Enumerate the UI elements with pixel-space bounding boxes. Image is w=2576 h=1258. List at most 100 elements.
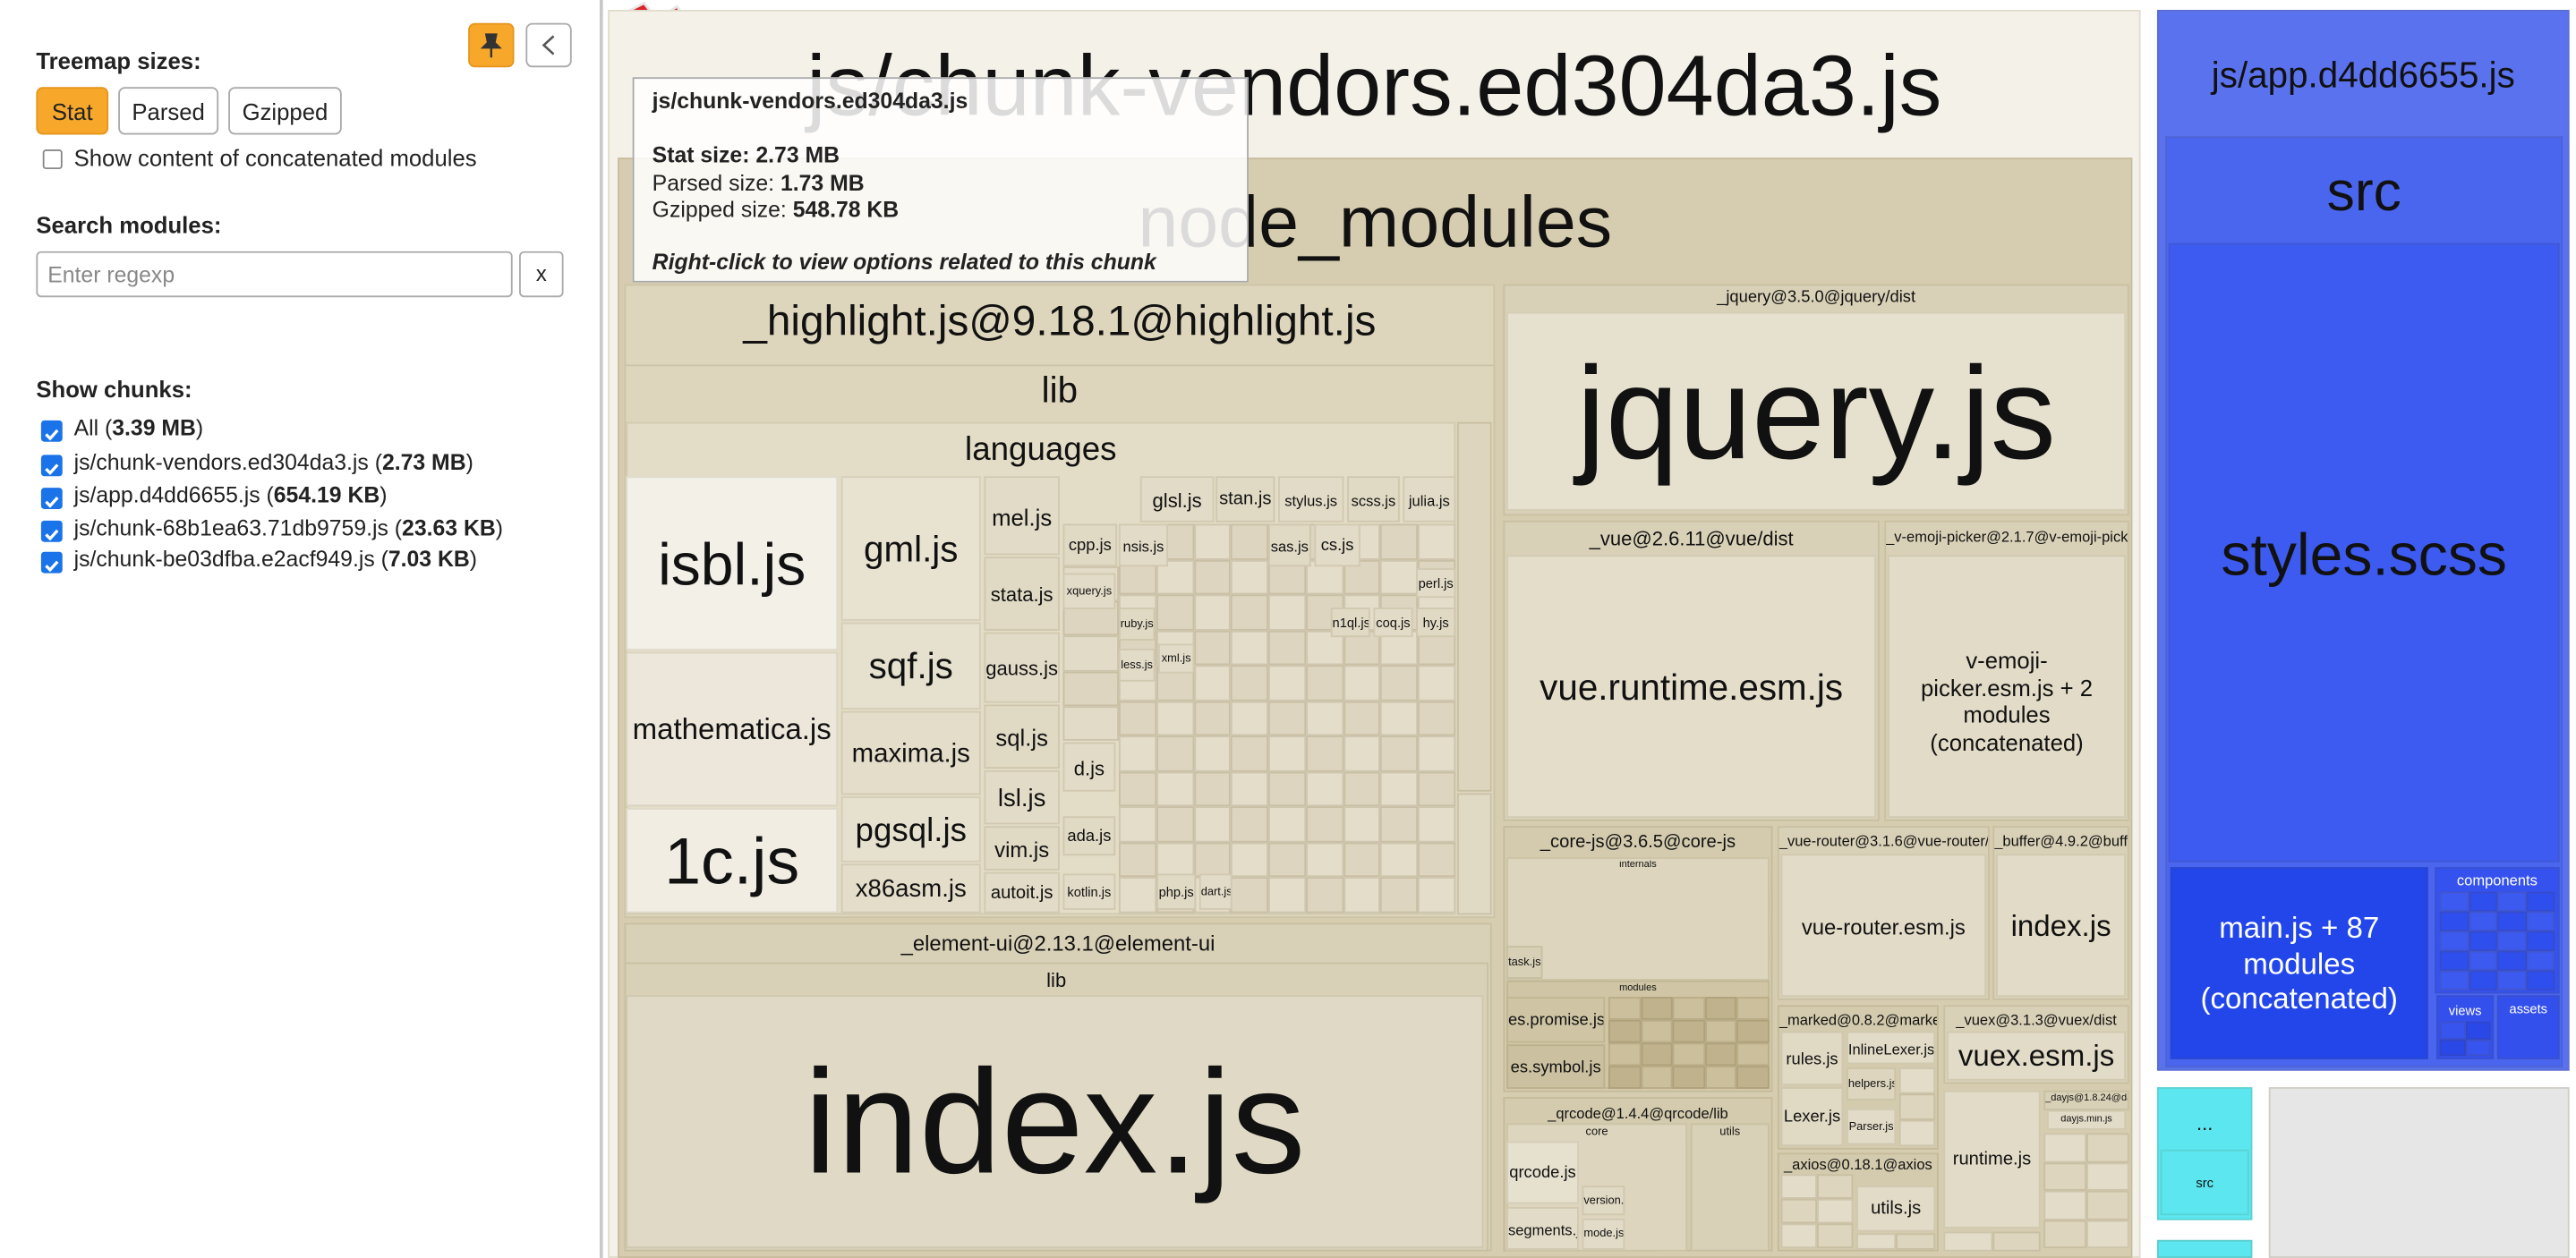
size-button[interactable]: Stat xyxy=(36,87,109,135)
treemap-node[interactable]: vue.runtime.esm.js xyxy=(1506,555,1877,819)
collapse-icon xyxy=(542,35,555,55)
treemap-node[interactable]: coq.js xyxy=(1373,608,1413,638)
chunk-checkbox[interactable] xyxy=(40,455,63,477)
treemap-node[interactable]: lsl.js xyxy=(984,769,1060,825)
treemap-node[interactable]: maxima.js xyxy=(840,710,981,795)
treemap-node[interactable]: utils.js xyxy=(1856,1186,1936,1232)
treemap-node[interactable]: x86asm.js xyxy=(840,863,981,914)
treemap-node[interactable]: stylus.js xyxy=(1277,476,1344,523)
treemap-label: index.js xyxy=(2010,909,2111,942)
treemap-node[interactable]: internals xyxy=(1506,857,1770,981)
treemap-cell xyxy=(1817,1198,1854,1224)
treemap-node[interactable]: version.js xyxy=(1582,1186,1625,1216)
treemap-node[interactable]: es.symbol.js xyxy=(1506,1044,1606,1089)
treemap-node[interactable]: src xyxy=(2160,1149,2249,1216)
treemap-node[interactable]: runtime.js xyxy=(1943,1090,2041,1228)
treemap-node[interactable]: kotlin.js xyxy=(1062,873,1116,910)
treemap-node[interactable]: vue-router.esm.js xyxy=(1780,854,1987,998)
treemap-node[interactable]: index.js xyxy=(626,995,1484,1248)
treemap-cell xyxy=(1608,1019,1641,1043)
treemap-node[interactable]: ada.js xyxy=(1062,816,1116,856)
chunk-label[interactable]: js/app.d4dd6655.js (654.19 KB) xyxy=(74,483,388,508)
collapse-button[interactable] xyxy=(525,22,572,68)
treemap-node[interactable]: cpp.js xyxy=(1062,523,1118,567)
treemap-node[interactable]: mathematica.js xyxy=(626,651,839,807)
treemap-node[interactable]: isbl.js xyxy=(626,476,839,650)
chunk-checkbox[interactable] xyxy=(40,551,63,574)
treemap-node[interactable]: gauss.js xyxy=(984,632,1060,703)
treemap-node[interactable]: stata.js xyxy=(984,557,1060,631)
chunk-checkbox[interactable] xyxy=(40,420,63,442)
chunk-label[interactable]: js/chunk-be03dfba.e2acf949.js (7.03 KB) xyxy=(74,547,477,572)
treemap-node[interactable]: rules.js xyxy=(1780,1031,1844,1086)
treemap-node[interactable]: helpers.js xyxy=(1847,1067,1897,1101)
treemap-node[interactable]: Lexer.js xyxy=(1780,1087,1844,1147)
chunk-label[interactable]: All (3.39 MB) xyxy=(74,415,204,440)
chunk-close: ) xyxy=(380,482,388,508)
treemap-node[interactable]: v-emoji-picker.esm.js + 2 modules (conca… xyxy=(1887,555,2127,819)
concat-checkbox[interactable] xyxy=(42,149,63,170)
treemap-node[interactable]: _dayjs@1.8.24@dayjs xyxy=(2043,1090,2129,1110)
treemap-node[interactable]: 1c.js xyxy=(626,808,839,914)
treemap-node[interactable]: glsl.js xyxy=(1139,476,1215,523)
size-button[interactable]: Gzipped xyxy=(228,87,342,135)
treemap-node[interactable]: scss.js xyxy=(1347,476,1400,523)
treemap-cell xyxy=(1898,1067,1936,1094)
treemap-cell xyxy=(1640,1019,1673,1043)
concat-checkbox-label[interactable]: Show content of concatenated modules xyxy=(73,144,477,171)
treemap-node[interactable]: jquery.js xyxy=(1506,311,2127,511)
treemap-node[interactable]: d.js xyxy=(1062,742,1116,792)
treemap-node[interactable]: assets xyxy=(2496,995,2560,1059)
treemap-node[interactable]: hy.js xyxy=(1416,608,1456,638)
treemap-node[interactable]: n1ql.js xyxy=(1330,608,1370,638)
treemap-node[interactable]: stan.js xyxy=(1215,476,1275,523)
treemap-node[interactable]: mel.js xyxy=(984,476,1060,556)
treemap-node[interactable]: segments.js xyxy=(1506,1207,1579,1250)
treemap-node[interactable]: Parser.js xyxy=(1847,1108,1897,1145)
treemap-node[interactable]: less.js xyxy=(1118,649,1156,682)
treemap-label: jquery.js xyxy=(1576,339,2057,486)
treemap-node[interactable]: mode.js xyxy=(1582,1218,1625,1250)
chunk-label[interactable]: js/chunk-68b1ea63.71db9759.js (23.63 KB) xyxy=(74,515,503,540)
clear-button[interactable]: x xyxy=(519,251,564,298)
chunk-checkbox[interactable] xyxy=(40,520,63,542)
treemap-cell xyxy=(1380,806,1419,843)
treemap-node[interactable]: InlineLexer.js xyxy=(1847,1031,1936,1065)
treemap-node[interactable]: pgsql.js xyxy=(840,796,981,863)
treemap-node[interactable]: gml.js xyxy=(840,476,981,621)
treemap-node[interactable]: xml.js xyxy=(1157,643,1195,674)
treemap-node[interactable]: task.js xyxy=(1506,946,1543,979)
treemap-node[interactable]: autoit.js xyxy=(984,871,1060,914)
treemap-label: _marked@0.8.2@marked/src xyxy=(1778,1010,1937,1028)
treemap-node[interactable]: nsis.js xyxy=(1118,523,1169,567)
treemap-node[interactable]: index.js xyxy=(1996,854,2127,998)
treemap-node[interactable]: sql.js xyxy=(984,704,1060,769)
treemap-node[interactable]: perl.js xyxy=(1416,568,1456,599)
treemap-cell xyxy=(1156,806,1194,843)
treemap-node[interactable]: es.promise.js xyxy=(1506,997,1606,1043)
treemap-node[interactable]: vuex.esm.js xyxy=(1947,1031,2127,1081)
size-button[interactable]: Parsed xyxy=(118,87,219,135)
treemap-node[interactable]: dayjs.min.js xyxy=(2046,1109,2127,1130)
treemap-label: ada.js xyxy=(1067,828,1112,846)
treemap-node[interactable]: ruby.js xyxy=(1118,608,1156,641)
treemap-node[interactable]: dart.js xyxy=(1198,873,1233,910)
treemap-node[interactable]: php.js xyxy=(1156,873,1197,910)
treemap-node[interactable]: sas.js xyxy=(1267,523,1311,567)
treemap-node[interactable]: julia.js xyxy=(1403,476,1456,523)
chunk-label[interactable]: js/chunk-vendors.ed304da3.js (2.73 MB) xyxy=(74,450,473,475)
treemap-node[interactable]: qrcode.js xyxy=(1506,1141,1579,1204)
treemap-node[interactable]: sqf.js xyxy=(840,622,981,710)
treemap-node[interactable]: styles.scss xyxy=(2168,242,2560,863)
treemap-node[interactable]: utils xyxy=(1690,1123,1770,1252)
chunk-checkbox[interactable] xyxy=(40,488,63,509)
treemap-cell xyxy=(1736,1019,1770,1043)
treemap-node[interactable]: cs.js xyxy=(1314,523,1361,567)
treemap-node[interactable]: main.js + 87 modules (concatenated) xyxy=(2170,867,2428,1059)
treemap-cell xyxy=(1231,594,1269,631)
treemap-node[interactable]: vim.js xyxy=(984,826,1060,871)
treemap-label: version.js xyxy=(1583,1194,1623,1207)
pin-button[interactable] xyxy=(468,22,515,68)
search-input[interactable]: Enter regexp xyxy=(36,251,513,298)
treemap-node[interactable]: xquery.js xyxy=(1062,573,1116,609)
